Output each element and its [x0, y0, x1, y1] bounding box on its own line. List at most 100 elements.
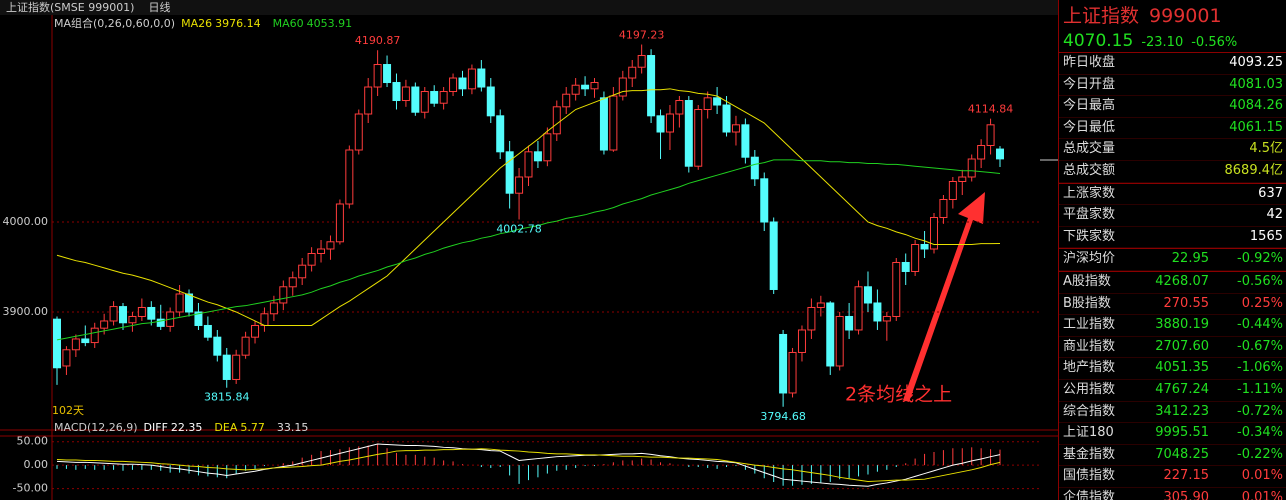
- extreme-label: 3815.84: [204, 391, 250, 404]
- candle-body: [571, 84, 580, 95]
- candle-body: [439, 91, 448, 104]
- candle-body: [647, 55, 656, 117]
- index-row: 工业指数 3880.19 -0.44%: [1059, 315, 1286, 337]
- candle-body: [854, 286, 863, 331]
- candle-body: [175, 293, 184, 313]
- index-pct: -0.34%: [1237, 425, 1283, 441]
- stat-label: 上涨家数: [1063, 185, 1116, 201]
- stat-label: 昨日收盘: [1063, 55, 1116, 70]
- y-tick-label: 0.00: [24, 458, 49, 471]
- candle-body: [128, 315, 137, 324]
- index-pct: -1.11%: [1237, 381, 1283, 397]
- candle-body: [797, 329, 806, 353]
- candle-body: [194, 311, 203, 326]
- chart: 2条均线之上 102天 3900.00 4000.00 4190.87 4197.23…: [0, 15, 1058, 500]
- candle-body: [496, 115, 505, 153]
- stat-value: 4061.15: [1229, 119, 1283, 135]
- candle-body: [986, 124, 995, 147]
- candle-body: [449, 77, 458, 93]
- candle-body: [892, 261, 901, 317]
- ma-line: [56, 159, 1001, 341]
- index-value: 4268.07: [1155, 273, 1209, 289]
- candle-body: [100, 320, 109, 329]
- candle-body: [996, 148, 1004, 160]
- candle-body: [203, 324, 212, 338]
- stat-row: 今日最低 4061.15: [1059, 118, 1286, 140]
- index-row: 地产指数 4051.35 -1.06%: [1059, 358, 1286, 380]
- candle-body: [137, 306, 146, 317]
- legend-value: 22.35: [170, 421, 203, 434]
- candle-body: [53, 318, 61, 369]
- candle-body: [147, 306, 156, 320]
- y-tick-label: 4000.00: [3, 215, 49, 228]
- candle-body: [430, 91, 439, 104]
- index-pct: -1.06%: [1237, 360, 1283, 376]
- candle-body: [232, 354, 241, 380]
- index-name: 国债指数: [1063, 468, 1116, 484]
- candle-body: [109, 306, 118, 322]
- candle-body: [590, 82, 599, 90]
- candle-body: [383, 64, 392, 84]
- candle-body: [911, 243, 920, 272]
- index-value: 3880.19: [1155, 317, 1209, 333]
- index-pct: 0.25%: [1241, 295, 1283, 311]
- period: 日线: [148, 1, 171, 14]
- index-pct: -0.56%: [1237, 273, 1283, 289]
- candle-body: [185, 293, 194, 313]
- y-tick-label: 3900.00: [3, 305, 49, 318]
- stat-value: 1565: [1249, 228, 1283, 244]
- index-row: 公用指数 4767.24 -1.11%: [1059, 380, 1286, 402]
- candle-body: [420, 91, 429, 113]
- candle-body: [713, 97, 722, 106]
- y-tick-label: 50.00: [17, 435, 49, 448]
- legend-name: DEA: [214, 421, 238, 434]
- candle-body: [948, 181, 957, 200]
- candle-body: [609, 95, 618, 151]
- quote-title: 上证指数 999001: [1059, 0, 1286, 32]
- index-pct: -0.72%: [1237, 403, 1283, 419]
- index-name: 基金指数: [1063, 446, 1116, 462]
- stat-value: 4093.25: [1229, 55, 1283, 70]
- candle-body: [750, 156, 759, 180]
- candle-body: [788, 351, 797, 394]
- symbol-title: 上证指数(SMSE 999001): [6, 1, 135, 14]
- extreme-label: 4114.84: [968, 103, 1014, 116]
- annotation: 2条均线之上: [845, 384, 952, 406]
- index-name: 工业指数: [1063, 317, 1116, 333]
- index-row: 基金指数 7048.25 -0.22%: [1059, 445, 1286, 467]
- candle-body: [317, 248, 326, 254]
- stat-value: 8689.4亿: [1224, 162, 1284, 178]
- candle-body: [760, 178, 769, 223]
- candle-body: [977, 145, 986, 160]
- candle-body: [533, 151, 542, 162]
- stat-value: 42: [1266, 207, 1283, 223]
- arrow: [903, 192, 985, 402]
- stat-row: 总成交量 4.5亿: [1059, 139, 1286, 161]
- candle-body: [119, 306, 128, 324]
- index-value: 305.90: [1163, 489, 1210, 500]
- extreme-label: 3794.68: [760, 410, 806, 423]
- candle-body: [958, 176, 967, 183]
- stat-row: 上涨家数 637: [1059, 182, 1286, 206]
- index-name: A股指数: [1063, 273, 1111, 289]
- legend-name: MA60: [272, 17, 304, 30]
- extreme-label: 4002.78: [496, 222, 542, 235]
- candle-body: [741, 124, 750, 158]
- stat-value: 4084.26: [1229, 98, 1283, 114]
- index-row: 上证180 9995.51 -0.34%: [1059, 423, 1286, 445]
- candle-body: [486, 86, 495, 117]
- ma-line: [56, 88, 1001, 326]
- candle-body: [335, 203, 344, 243]
- candle-body: [62, 349, 71, 367]
- legend-entry: DIFF 22.35: [144, 421, 209, 434]
- candle-body: [873, 302, 882, 322]
- candle-body: [269, 302, 278, 315]
- legend-title: MACD(12,26,9): [54, 421, 138, 434]
- candle-body: [599, 97, 608, 151]
- index-value: 227.15: [1163, 468, 1210, 484]
- index-pct: -0.67%: [1237, 338, 1283, 354]
- candle-body: [345, 149, 354, 205]
- stat-label: 下跌家数: [1063, 228, 1116, 244]
- candle-body: [618, 77, 627, 97]
